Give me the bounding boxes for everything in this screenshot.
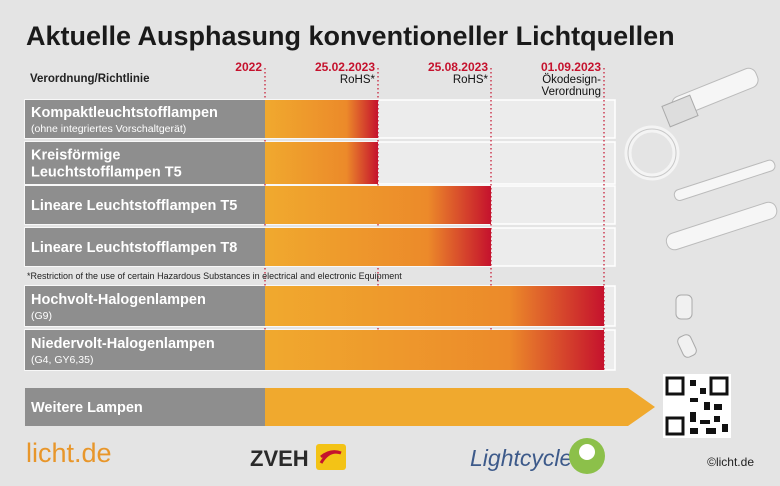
row-subtitle: (ohne integriertes Vorschaltgerät) bbox=[31, 123, 186, 135]
phase-out-bar bbox=[265, 100, 378, 138]
zveh-icon bbox=[316, 444, 346, 470]
row-title: Lineare Leuchtstofflampen T8 bbox=[31, 240, 237, 256]
row-label-box bbox=[25, 388, 265, 426]
row-title: Kreisförmige bbox=[31, 148, 120, 164]
milestone-label: RoHS* bbox=[453, 74, 489, 86]
row-subtitle: (G4, GY6,35) bbox=[31, 354, 93, 366]
phase-out-bar bbox=[265, 186, 491, 224]
milestone-label: Verordnung bbox=[542, 86, 601, 98]
milestone-date: 25.02.2023 bbox=[315, 60, 375, 74]
row-title: Kompaktleuchtstofflampen bbox=[31, 105, 218, 121]
row-label-box bbox=[25, 228, 265, 266]
copyright: ©licht.de bbox=[707, 455, 754, 469]
qr-code bbox=[663, 374, 731, 438]
row-title: Weitere Lampen bbox=[31, 400, 143, 416]
row-label-box bbox=[25, 186, 265, 224]
footnote: *Restriction of the use of certain Hazar… bbox=[27, 271, 402, 281]
milestone-label: Ökodesign- bbox=[542, 74, 601, 86]
milestone-date: 2022 bbox=[235, 60, 262, 74]
row-title: Niedervolt-Halogenlampen bbox=[31, 336, 215, 352]
milestone-date: 25.08.2023 bbox=[428, 60, 488, 74]
row-subtitle: (G9) bbox=[31, 310, 52, 322]
phase-out-bar bbox=[265, 286, 604, 326]
row-label-box bbox=[25, 142, 265, 184]
footer: licht.de ZVEH Lightcycle ©licht.de bbox=[26, 438, 754, 474]
milestone-label: RoHS* bbox=[340, 74, 376, 86]
phase-out-bar bbox=[265, 142, 378, 184]
row-title: Hochvolt-Halogenlampen bbox=[31, 292, 206, 308]
lamp-illustrations bbox=[624, 67, 778, 358]
logo-zveh: ZVEH bbox=[250, 446, 309, 471]
milestone-date: 01.09.2023 bbox=[541, 60, 601, 74]
phase-out-bar bbox=[265, 330, 604, 370]
column-header: Verordnung/Richtlinie bbox=[30, 73, 149, 85]
logo-lightcycle: Lightcycle bbox=[470, 445, 572, 471]
row-label-box bbox=[25, 330, 265, 370]
row-label-box bbox=[25, 286, 265, 326]
row-title: Leuchtstofflampen T5 bbox=[31, 165, 182, 181]
row-title: Lineare Leuchtstofflampen T5 bbox=[31, 198, 237, 214]
row-label-box bbox=[25, 100, 265, 138]
logo-licht: licht.de bbox=[26, 438, 112, 468]
arrow-bar bbox=[265, 388, 655, 426]
title: Aktuelle Ausphasung konventioneller Lich… bbox=[26, 21, 675, 51]
phase-out-bar bbox=[265, 228, 491, 266]
